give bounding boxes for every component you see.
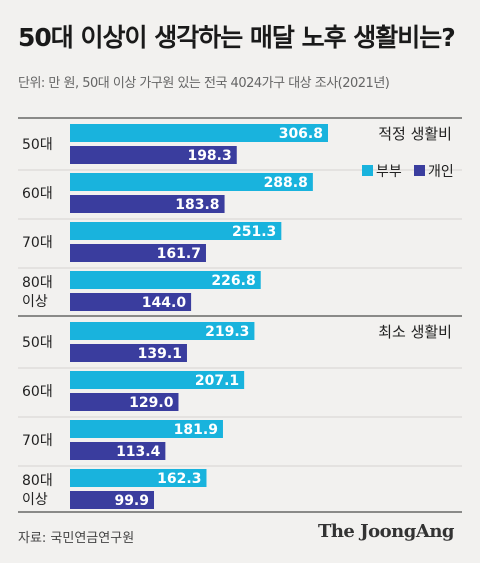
- category-label: 60대: [22, 186, 53, 202]
- data-label: 181.9: [174, 422, 218, 438]
- bar: [70, 442, 166, 460]
- data-label: 251.3: [232, 224, 276, 240]
- category-label: 70대: [22, 235, 53, 251]
- category-label: 80대: [22, 275, 53, 291]
- category-label: 이상: [22, 294, 48, 310]
- category-label: 70대: [22, 433, 53, 449]
- section-title: 최소 생활비: [378, 323, 452, 341]
- legend-swatch: [414, 165, 425, 176]
- bar: [70, 420, 223, 438]
- data-label: 306.8: [279, 126, 323, 142]
- category-label: 50대: [22, 335, 53, 351]
- data-label: 207.1: [195, 373, 239, 389]
- legend-label: 개인: [428, 164, 454, 180]
- bar: [70, 491, 155, 509]
- chart-title: 50대 이상이 생각하는 매달 노후 생활비는?: [18, 23, 456, 52]
- bar: [70, 244, 206, 262]
- bar: [70, 344, 187, 362]
- data-label: 183.8: [175, 197, 219, 213]
- bar: [70, 195, 225, 213]
- section-title: 적정 생활비: [378, 125, 452, 143]
- data-label: 113.4: [116, 444, 161, 460]
- brand-logo: The JoongAng: [317, 521, 455, 542]
- data-label: 144.0: [142, 295, 187, 311]
- data-label: 219.3: [205, 324, 249, 340]
- category-label: 60대: [22, 384, 53, 400]
- chart-subtitle: 단위: 만 원, 50대 이상 가구원 있는 전국 4024가구 대상 조사(2…: [18, 76, 390, 91]
- data-label: 139.1: [138, 346, 182, 362]
- data-label: 129.0: [129, 395, 174, 411]
- category-label: 50대: [22, 137, 53, 153]
- bar: [70, 322, 255, 340]
- data-label: 162.3: [157, 471, 201, 487]
- data-label: 288.8: [264, 175, 308, 191]
- bar: [70, 173, 313, 191]
- bar: [70, 222, 282, 240]
- category-label: 80대: [22, 473, 53, 489]
- bar: [70, 146, 237, 164]
- source-note: 자료: 국민연금연구원: [18, 531, 135, 546]
- category-label: 이상: [22, 492, 48, 508]
- data-label: 161.7: [157, 246, 201, 262]
- legend-swatch: [362, 165, 373, 176]
- data-label: 198.3: [187, 148, 231, 164]
- bar: [70, 469, 207, 487]
- bar: [70, 293, 192, 311]
- data-label: 226.8: [211, 273, 255, 289]
- data-label: 99.9: [114, 493, 149, 509]
- bar: [70, 371, 245, 389]
- bar: [70, 124, 328, 142]
- bar: [70, 393, 179, 411]
- bar: [70, 271, 261, 289]
- legend-label: 부부: [376, 164, 402, 180]
